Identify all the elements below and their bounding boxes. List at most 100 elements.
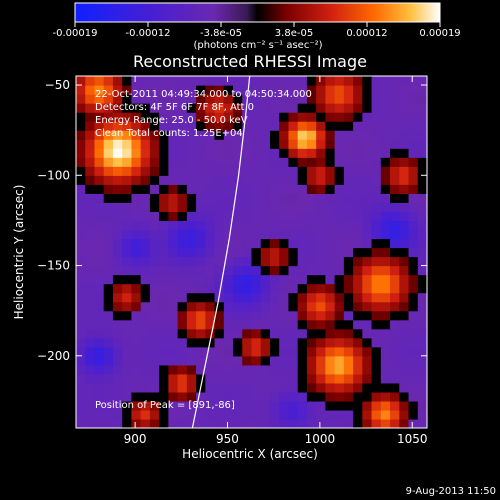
heatmap-cell <box>390 247 400 258</box>
heatmap-cell <box>214 256 225 267</box>
heatmap-cell <box>103 355 114 366</box>
heatmap-cell <box>85 130 96 140</box>
heatmap-cell <box>76 400 86 411</box>
heatmap-cell <box>159 301 169 312</box>
heatmap-cell <box>76 292 86 303</box>
heatmap-cell <box>417 184 427 194</box>
heatmap-cell <box>371 328 382 339</box>
heatmap-cell <box>334 247 345 258</box>
chart-title: Reconstructed RHESSI Image <box>133 52 367 71</box>
heatmap-cell <box>168 283 179 294</box>
heatmap-cell <box>140 274 151 285</box>
heatmap-cell <box>85 220 96 231</box>
heatmap-cell <box>343 247 354 258</box>
heatmap-cell <box>260 112 271 122</box>
heatmap-cell <box>85 256 96 267</box>
heatmap-cell <box>334 310 345 321</box>
heatmap-cell <box>149 166 160 176</box>
heatmap-cell <box>306 247 317 258</box>
heatmap-cell <box>149 310 160 321</box>
heatmap-cell <box>306 94 317 104</box>
heatmap-cell <box>131 76 142 86</box>
heatmap-cell <box>399 391 410 402</box>
heatmap-cell <box>159 274 169 285</box>
heatmap-cell <box>334 292 345 303</box>
heatmap-cell <box>251 256 262 267</box>
colorbar-gradient <box>74 2 441 23</box>
heatmap-cell <box>325 247 336 258</box>
heatmap-cell <box>353 409 363 420</box>
heatmap-cell <box>390 76 400 86</box>
heatmap-cell <box>103 76 114 86</box>
heatmap-cell <box>214 319 225 330</box>
heatmap-cell <box>417 373 427 384</box>
heatmap-cell <box>131 409 142 420</box>
heatmap-cell <box>260 94 271 104</box>
heatmap-cell <box>260 157 271 167</box>
heatmap-cell <box>242 256 253 267</box>
heatmap-cell <box>140 112 151 122</box>
heatmap-cell <box>362 157 373 167</box>
heatmap-cell <box>288 103 299 113</box>
heatmap-cell <box>196 139 206 149</box>
heatmap-cell <box>380 139 391 149</box>
heatmap-cell <box>260 391 271 402</box>
heatmap-cell <box>353 400 363 411</box>
heatmap-cell <box>186 76 197 86</box>
heatmap-cell <box>159 337 169 348</box>
heatmap-cell <box>390 391 400 402</box>
heatmap-cell <box>399 211 410 222</box>
heatmap-cell <box>353 274 363 285</box>
heatmap-cell <box>390 148 400 158</box>
heatmap-cell <box>297 112 308 122</box>
heatmap-cell <box>168 400 179 411</box>
heatmap-cell <box>177 166 188 176</box>
heatmap-cell <box>223 256 234 267</box>
heatmap-cell <box>353 211 363 222</box>
heatmap-cell <box>214 112 225 122</box>
heatmap-cell <box>112 364 123 375</box>
heatmap-cell <box>177 283 188 294</box>
heatmap-cell <box>177 139 188 149</box>
heatmap-cell <box>362 355 373 366</box>
heatmap-cell <box>251 355 262 366</box>
heatmap-cell <box>362 292 373 303</box>
heatmap-cell <box>242 220 253 231</box>
heatmap-cell <box>122 355 133 366</box>
heatmap-cell <box>306 355 317 366</box>
heatmap-cell <box>260 292 271 303</box>
heatmap-cell <box>214 391 225 402</box>
heatmap-cell <box>353 139 363 149</box>
heatmap-cell <box>334 121 345 131</box>
heatmap-cell <box>380 130 391 140</box>
heatmap-cell <box>168 175 179 185</box>
heatmap-cell <box>260 247 271 258</box>
heatmap-cell <box>186 112 197 122</box>
heatmap-cell <box>149 283 160 294</box>
heatmap-cell <box>297 292 308 303</box>
heatmap-cell <box>131 238 142 249</box>
heatmap-cell <box>408 292 419 303</box>
heatmap-cell <box>122 247 133 258</box>
heatmap-cell <box>149 265 160 276</box>
heatmap-cell <box>380 355 391 366</box>
heatmap-cell <box>131 391 142 402</box>
heatmap-cell <box>380 301 391 312</box>
heatmap-cell <box>417 148 427 158</box>
heatmap-cell <box>76 157 86 167</box>
heatmap-cell <box>371 355 382 366</box>
heatmap-cell <box>103 184 114 194</box>
heatmap-cell <box>362 319 373 330</box>
heatmap-cell <box>297 373 308 384</box>
heatmap-cell <box>233 274 243 285</box>
heatmap-cell <box>353 247 363 258</box>
heatmap-cell <box>417 211 427 222</box>
heatmap-cell <box>417 301 427 312</box>
heatmap-cell <box>94 184 105 194</box>
heatmap-cell <box>279 193 290 203</box>
heatmap-cell <box>140 85 151 95</box>
heatmap-cell <box>103 418 114 428</box>
heatmap-cell <box>168 112 179 122</box>
heatmap-cell <box>343 220 354 231</box>
heatmap-cell <box>168 310 179 321</box>
